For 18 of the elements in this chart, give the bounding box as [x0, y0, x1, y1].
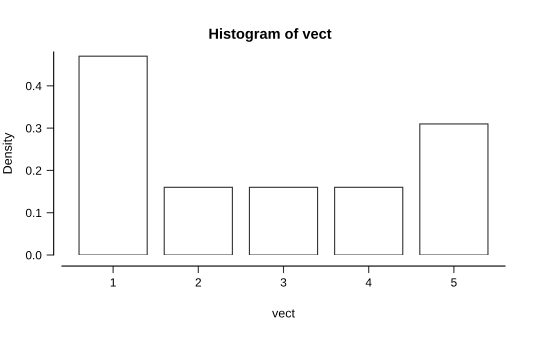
x-tick-label: 1	[110, 278, 116, 286]
y-tick-label: 0.1	[26, 208, 42, 218]
y-tick-label: 0.3	[26, 124, 42, 133]
x-axis-title: vect	[272, 309, 295, 318]
bar	[248, 186, 318, 255]
y-tick-label: 0.4	[26, 82, 42, 90]
y-tick-label: 0.2	[26, 166, 42, 175]
bar	[419, 123, 489, 255]
bar	[334, 186, 404, 255]
bar	[164, 186, 233, 255]
x-tick-label: 3	[280, 278, 286, 287]
bar	[78, 56, 148, 255]
x-tick-label: 2	[196, 278, 201, 286]
chart-title: Histogram of vect	[209, 28, 332, 42]
y-tick-label: 0.0	[26, 251, 42, 260]
y-axis-title: Density	[2, 132, 14, 174]
x-tick-label: 5	[451, 278, 457, 287]
x-tick-label: 4	[366, 278, 372, 286]
